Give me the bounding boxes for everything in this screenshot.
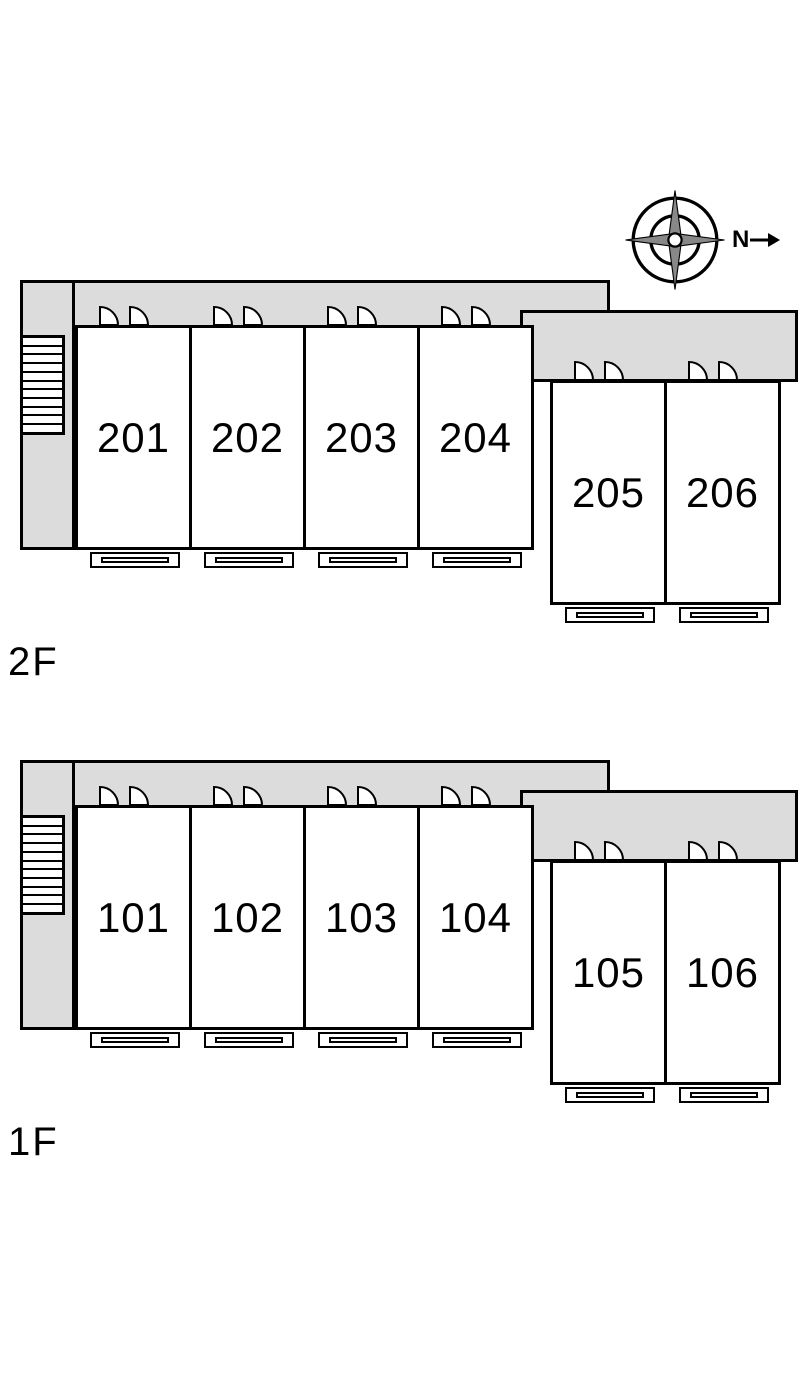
unit-106: 106 xyxy=(664,860,781,1085)
unit-103: 103 xyxy=(303,805,420,1030)
door-icon xyxy=(98,305,134,327)
door-icon xyxy=(212,305,248,327)
door-icon xyxy=(212,785,248,807)
unit-label: 101 xyxy=(97,897,170,939)
unit-label: 206 xyxy=(686,472,759,514)
floorplan-diagram: N2F2012022032042052061F10110210310410510… xyxy=(0,0,800,1381)
unit-label: 205 xyxy=(572,472,645,514)
unit-102: 102 xyxy=(189,805,306,1030)
door-icon xyxy=(440,305,476,327)
unit-label: 202 xyxy=(211,417,284,459)
unit-label: 104 xyxy=(439,897,512,939)
floor-plan-2F: 201 202 203 204 205 206 xyxy=(20,280,800,640)
door-icon xyxy=(326,785,362,807)
unit-label: 204 xyxy=(439,417,512,459)
unit-101: 101 xyxy=(75,805,192,1030)
balcony xyxy=(432,1032,522,1048)
balcony xyxy=(318,552,408,568)
corridor xyxy=(520,310,798,382)
balcony xyxy=(679,1087,769,1103)
unit-201: 201 xyxy=(75,325,192,550)
unit-204: 204 xyxy=(417,325,534,550)
compass-north-label: N xyxy=(732,226,749,254)
door-icon xyxy=(687,360,723,382)
balcony xyxy=(565,1087,655,1103)
stairs-icon xyxy=(20,335,65,435)
balcony xyxy=(565,607,655,623)
balcony xyxy=(90,552,180,568)
door-icon xyxy=(326,305,362,327)
unit-label: 203 xyxy=(325,417,398,459)
corridor xyxy=(520,790,798,862)
unit-206: 206 xyxy=(664,380,781,605)
floor-label: 1F xyxy=(8,1120,59,1165)
unit-label: 105 xyxy=(572,952,645,994)
floor-label: 2F xyxy=(8,640,59,685)
unit-label: 106 xyxy=(686,952,759,994)
balcony xyxy=(432,552,522,568)
door-icon xyxy=(440,785,476,807)
unit-label: 201 xyxy=(97,417,170,459)
balcony xyxy=(204,1032,294,1048)
floor-plan-1F: 101 102 103 104 105 106 xyxy=(20,760,800,1120)
door-icon xyxy=(573,840,609,862)
balcony xyxy=(679,607,769,623)
unit-205: 205 xyxy=(550,380,667,605)
unit-105: 105 xyxy=(550,860,667,1085)
compass-icon xyxy=(620,185,730,295)
balcony xyxy=(90,1032,180,1048)
unit-label: 103 xyxy=(325,897,398,939)
balcony xyxy=(318,1032,408,1048)
balcony xyxy=(204,552,294,568)
stairs-icon xyxy=(20,815,65,915)
unit-202: 202 xyxy=(189,325,306,550)
door-icon xyxy=(687,840,723,862)
unit-label: 102 xyxy=(211,897,284,939)
unit-104: 104 xyxy=(417,805,534,1030)
compass-arrow-icon xyxy=(750,230,780,255)
door-icon xyxy=(98,785,134,807)
unit-203: 203 xyxy=(303,325,420,550)
door-icon xyxy=(573,360,609,382)
